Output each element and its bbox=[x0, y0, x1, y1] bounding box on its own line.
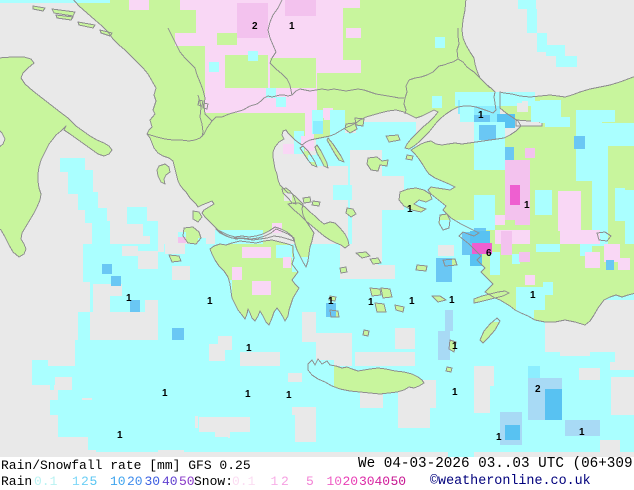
svg-text:1: 1 bbox=[524, 200, 530, 211]
svg-text:1: 1 bbox=[245, 389, 251, 400]
svg-text:1: 1 bbox=[530, 290, 536, 301]
svg-text:1: 1 bbox=[246, 343, 252, 354]
svg-text:1: 1 bbox=[117, 430, 123, 441]
svg-text:1: 1 bbox=[407, 204, 413, 215]
svg-text:2: 2 bbox=[535, 384, 541, 395]
svg-text:1: 1 bbox=[409, 296, 415, 307]
svg-text:1: 1 bbox=[126, 293, 132, 304]
svg-text:1: 1 bbox=[452, 341, 458, 352]
svg-text:1: 1 bbox=[207, 296, 213, 307]
svg-text:1: 1 bbox=[452, 387, 458, 398]
svg-text:1: 1 bbox=[478, 110, 484, 121]
svg-text:1: 1 bbox=[368, 297, 374, 308]
svg-text:2: 2 bbox=[252, 21, 258, 32]
svg-text:1: 1 bbox=[286, 390, 292, 401]
svg-text:1: 1 bbox=[579, 427, 585, 438]
svg-text:1: 1 bbox=[162, 388, 168, 399]
svg-text:1: 1 bbox=[449, 295, 455, 306]
svg-text:1: 1 bbox=[289, 21, 295, 32]
svg-text:1: 1 bbox=[328, 296, 334, 307]
svg-text:6: 6 bbox=[486, 248, 492, 259]
svg-text:1: 1 bbox=[496, 432, 502, 443]
